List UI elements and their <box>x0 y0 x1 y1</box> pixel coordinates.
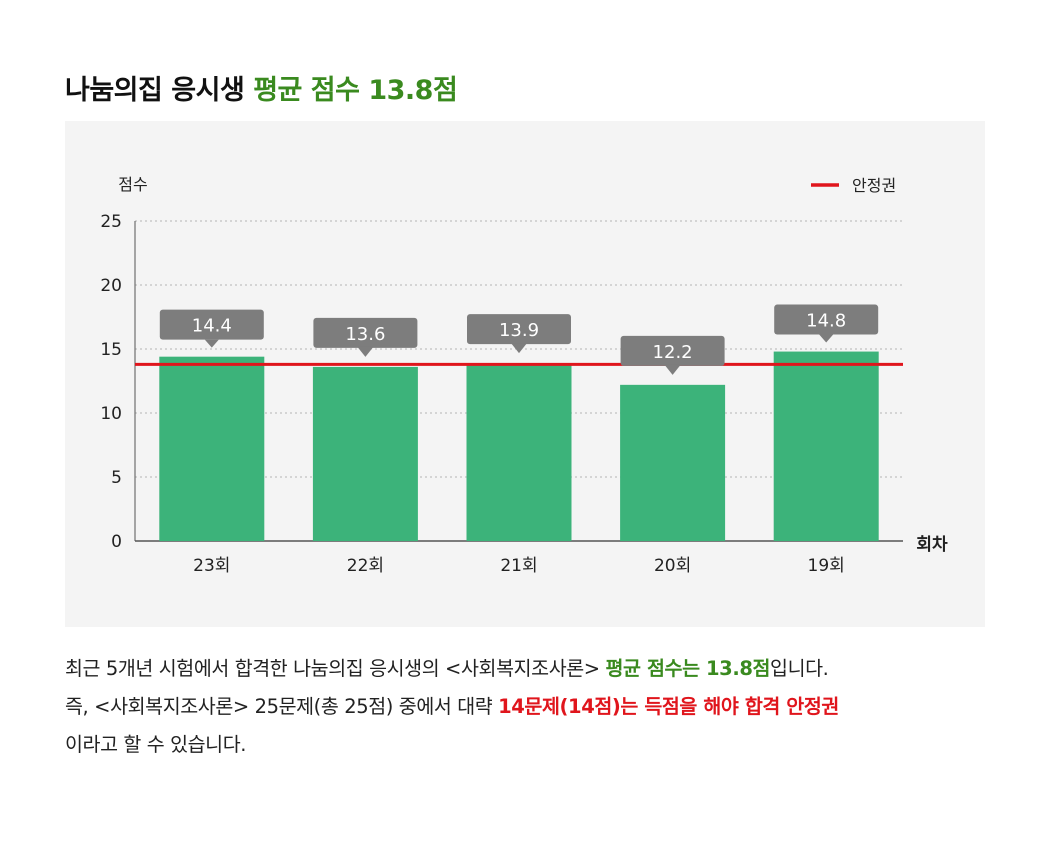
desc-text-2: 즉, <사회복지조사론> 25문제(총 25점) 중에서 대략 <box>65 695 499 718</box>
title-highlight: 평균 점수 13.8점 <box>253 75 458 106</box>
description-line-2: 즉, <사회복지조사론> 25문제(총 25점) 중에서 대략 14문제(14점… <box>65 688 1025 726</box>
value-label: 13.9 <box>499 320 539 341</box>
bar-2 <box>312 366 418 541</box>
y-tick-label: 25 <box>100 212 122 232</box>
value-label-pointer <box>819 334 834 343</box>
bar-5 <box>773 351 879 541</box>
value-label-pointer <box>357 346 374 357</box>
title-main: 나눔의집 응시생 <box>65 75 245 106</box>
x-tick-label: 22회 <box>347 556 384 576</box>
value-label: 12.2 <box>653 342 693 363</box>
y-tick-label: 20 <box>100 276 122 296</box>
value-label-box <box>620 335 725 366</box>
description-line-3: 이라고 할 수 있습니다. <box>65 726 1025 764</box>
desc-green-highlight: 평균 점수는 13.8점 <box>605 657 771 680</box>
value-label-box <box>774 304 879 335</box>
value-label: 13.6 <box>345 324 385 345</box>
value-label: 14.4 <box>192 316 232 337</box>
desc-text-3: 이라고 할 수 있습니다. <box>65 733 247 756</box>
x-tick-label: 21회 <box>500 556 537 576</box>
page-title: 나눔의집 응시생 평균 점수 13.8점 <box>65 68 458 107</box>
y-tick-label: 15 <box>100 340 122 360</box>
x-tick-label: 23회 <box>193 556 230 576</box>
bar-1 <box>159 356 265 541</box>
value-label-pointer <box>204 339 219 348</box>
y-tick-label: 0 <box>111 532 122 552</box>
desc-text-1: 최근 5개년 시험에서 합격한 나눔의집 응시생의 <사회복지조사론> <box>65 657 606 680</box>
value-label-box <box>467 314 571 345</box>
x-tick-label: 19회 <box>808 556 845 576</box>
description-line-1: 최근 5개년 시험에서 합격한 나눔의집 응시생의 <사회복지조사론> 평균 점… <box>65 650 1025 688</box>
x-axis-label: 회차 <box>916 535 948 555</box>
value-label-pointer <box>511 343 527 354</box>
bar-3 <box>466 363 572 541</box>
desc-red-highlight: 14문제(14점)는 득점을 해야 합격 안정권 <box>498 695 839 718</box>
value-label: 14.8 <box>806 311 846 332</box>
desc-tail-1: 입니다. <box>770 657 829 680</box>
description: 최근 5개년 시험에서 합격한 나눔의집 응시생의 <사회복지조사론> 평균 점… <box>65 650 1025 764</box>
x-tick-label: 20회 <box>654 556 691 576</box>
value-label-box <box>313 317 418 348</box>
y-tick-label: 5 <box>111 468 122 488</box>
bar-4 <box>620 384 726 541</box>
y-axis-label: 점수 <box>118 175 147 194</box>
y-tick-label: 10 <box>100 404 122 424</box>
legend-label: 안정권 <box>852 176 896 195</box>
value-label-pointer <box>664 364 681 375</box>
value-label-box <box>159 309 264 340</box>
